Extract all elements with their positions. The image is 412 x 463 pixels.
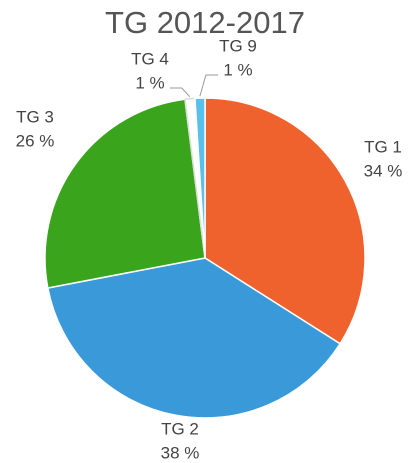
slice-label: TG 4 (131, 49, 169, 68)
slice-label: TG 2 (161, 419, 199, 438)
pie-slice (46, 257, 342, 419)
slice-value-label: 38 % (161, 443, 200, 462)
slice-value-label: 34 % (364, 161, 403, 180)
pie-slice (44, 98, 206, 289)
chart-title: TG 2012-2017 (105, 5, 305, 40)
slice-value-label: 1 % (135, 73, 164, 92)
slice-label: TG 1 (364, 137, 402, 156)
leader-line (199, 74, 218, 97)
pie-slice (194, 97, 206, 259)
slice-value-label: 26 % (16, 131, 55, 150)
pie-slice (204, 97, 366, 345)
leader-line (170, 87, 191, 98)
slice-label: TG 3 (16, 107, 54, 126)
slice-label: TG 9 (219, 36, 257, 55)
slice-value-label: 1 % (223, 60, 252, 79)
